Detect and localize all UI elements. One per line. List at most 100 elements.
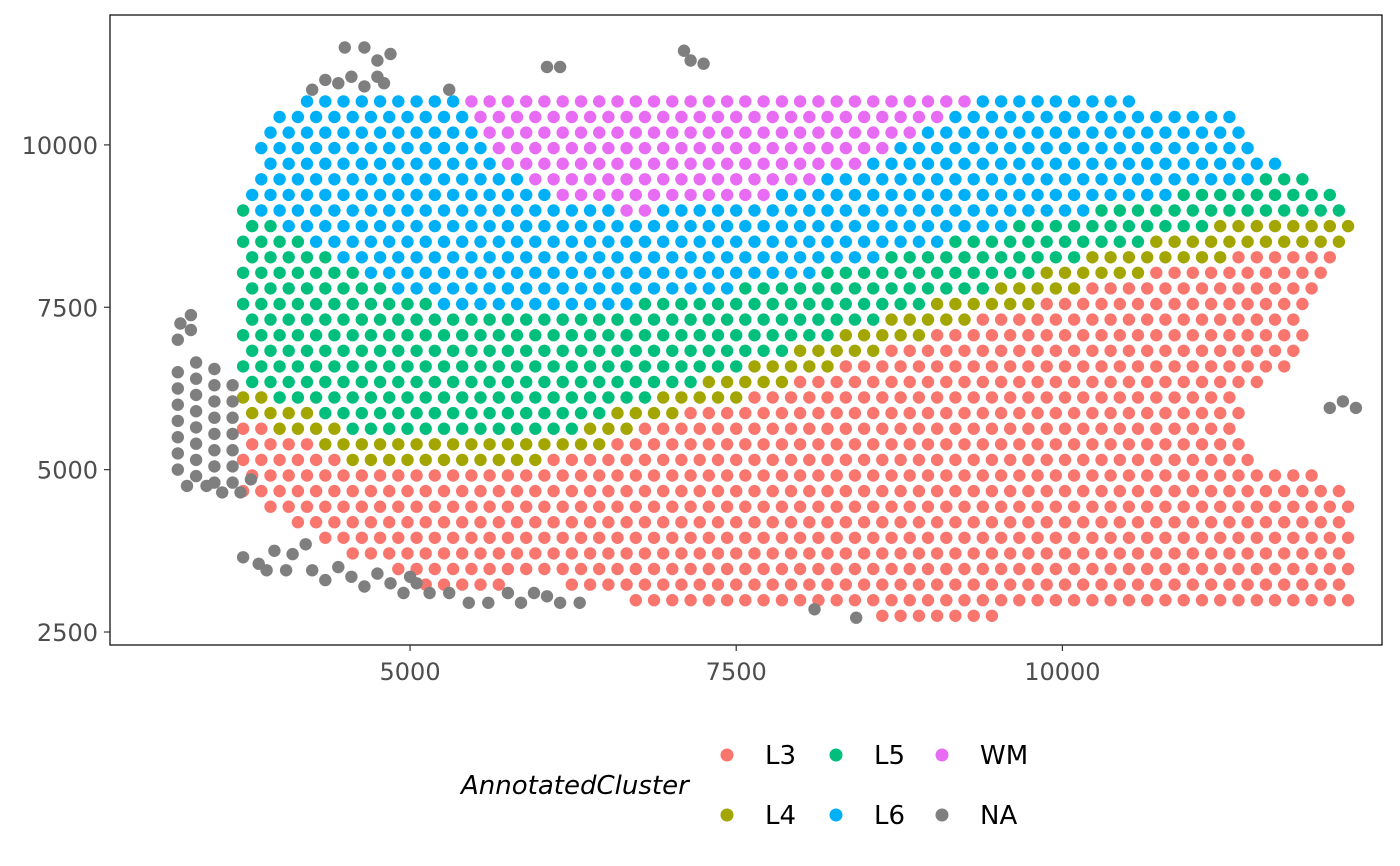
spot-L6 — [501, 282, 515, 295]
spot-L6 — [930, 141, 944, 155]
spot-L3 — [1177, 406, 1190, 420]
spot-L3 — [666, 500, 679, 513]
spot-L3 — [803, 453, 816, 467]
spot-L3 — [1067, 438, 1081, 451]
spot-NA — [226, 395, 239, 408]
spot-L3 — [803, 391, 816, 404]
spot-L3 — [748, 453, 761, 467]
spot-L5 — [711, 329, 725, 342]
spot-L5 — [474, 360, 487, 373]
y-tick-label: 7500 — [37, 294, 98, 322]
spot-L3 — [1077, 329, 1090, 342]
spot-L6 — [446, 282, 460, 295]
spot-L6 — [1122, 126, 1136, 139]
spot-L3 — [565, 516, 578, 529]
spot-L5 — [848, 313, 862, 326]
spot-L4 — [282, 406, 295, 420]
spot-L5 — [1049, 251, 1063, 264]
spot-L3 — [437, 516, 451, 529]
spot-L5 — [812, 313, 825, 326]
y-tick-label: 2500 — [37, 619, 98, 647]
spot-L3 — [940, 438, 953, 451]
spot-L5 — [1031, 251, 1044, 264]
spot-L5 — [848, 282, 862, 295]
spot-L3 — [1195, 469, 1209, 482]
spot-L5 — [739, 344, 752, 357]
spot-L3 — [1168, 578, 1181, 591]
spot-WM — [666, 95, 679, 108]
legend-entry-L6: L6 — [829, 801, 905, 831]
spot-WM — [821, 141, 834, 155]
spot-L3 — [1077, 547, 1090, 560]
spot-L3 — [857, 578, 871, 591]
legend-label-L5: L5 — [874, 741, 905, 771]
spot-WM — [492, 110, 505, 124]
spot-WM — [620, 110, 633, 124]
spot-L5 — [1067, 219, 1081, 233]
spot-L3 — [1223, 516, 1236, 529]
spot-L3 — [1204, 391, 1218, 404]
spot-L3 — [848, 469, 862, 482]
spot-L3 — [1150, 547, 1163, 560]
spot-L3 — [1241, 266, 1254, 279]
spot-L3 — [967, 578, 980, 591]
spot-L5 — [803, 329, 816, 342]
spot-WM — [784, 141, 798, 155]
spot-L3 — [1232, 375, 1245, 389]
spot-NA — [226, 427, 239, 441]
spot-L4 — [1177, 251, 1190, 264]
spot-L6 — [583, 266, 597, 279]
spot-L6 — [967, 110, 980, 124]
x-axis: 5000 7500 10000 — [380, 645, 1101, 686]
spot-L3 — [985, 422, 999, 435]
spot-L3 — [885, 375, 898, 389]
spot-L3 — [1022, 391, 1035, 404]
spot-L3 — [282, 469, 295, 482]
spot-L3 — [748, 578, 761, 591]
spot-L3 — [1077, 360, 1090, 373]
spot-L5 — [1095, 235, 1108, 248]
spot-L6 — [1095, 173, 1108, 186]
spot-L4 — [1214, 219, 1227, 233]
spot-L6 — [392, 157, 405, 170]
spot-L5 — [647, 313, 661, 326]
spot-L3 — [593, 562, 606, 576]
legend-label-L6: L6 — [874, 801, 905, 831]
spot-NA — [216, 486, 229, 499]
spot-L6 — [793, 219, 807, 233]
spot-L3 — [620, 453, 633, 467]
spot-L6 — [1232, 157, 1245, 170]
spot-L3 — [976, 500, 989, 513]
spot-L3 — [949, 578, 962, 591]
spot-L3 — [702, 562, 715, 576]
spot-L3 — [1186, 360, 1200, 373]
spot-L6 — [702, 251, 715, 264]
spot-L3 — [1022, 453, 1035, 467]
spot-L3 — [1232, 282, 1245, 295]
spot-L6 — [1122, 95, 1136, 108]
spot-L5 — [538, 344, 551, 357]
spot-L3 — [1159, 313, 1172, 326]
spot-L6 — [337, 157, 350, 170]
spot-L5 — [246, 375, 259, 389]
spot-L6 — [520, 188, 533, 202]
spot-L6 — [373, 157, 387, 170]
spot-L3 — [620, 578, 633, 591]
spot-L4 — [492, 453, 505, 467]
spot-L6 — [446, 95, 460, 108]
spot-L6 — [383, 204, 396, 217]
spot-L4 — [629, 406, 642, 420]
spot-L3 — [921, 500, 935, 513]
spot-L3 — [1122, 438, 1136, 451]
spot-L3 — [611, 469, 624, 482]
spot-L6 — [1186, 173, 1200, 186]
spot-L3 — [1040, 453, 1053, 467]
spot-L5 — [300, 344, 314, 357]
spot-NA — [462, 596, 475, 609]
spot-L3 — [775, 500, 789, 513]
spot-L6 — [830, 251, 843, 264]
spot-L3 — [647, 469, 661, 482]
spot-L6 — [793, 251, 807, 264]
spot-L6 — [766, 266, 779, 279]
spot-L5 — [583, 360, 597, 373]
